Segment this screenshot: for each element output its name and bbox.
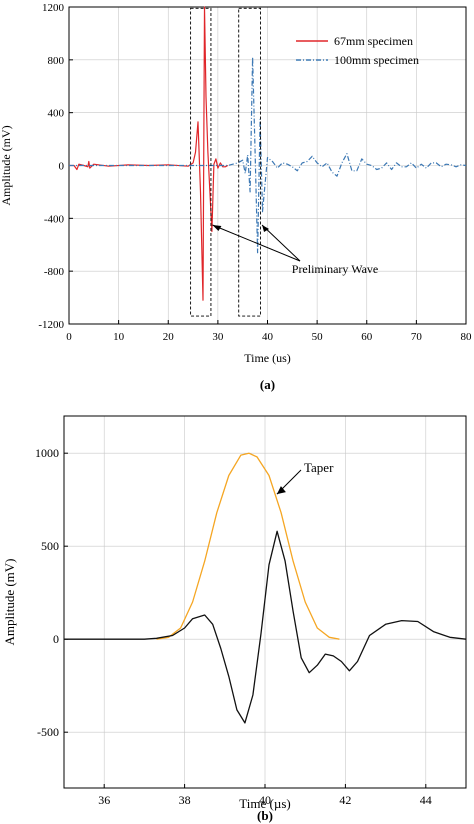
x-tick-label: 38 — [179, 793, 191, 807]
annotation-text: Taper — [304, 460, 334, 475]
y-tick-label: 0 — [59, 161, 65, 173]
x-tick-label: 42 — [339, 793, 351, 807]
highlight-box-67mm — [190, 7, 212, 317]
x-tick-label: 30 — [212, 331, 224, 343]
y-tick-label: -1200 — [38, 319, 64, 331]
series-line-100mm-specimen — [69, 56, 467, 254]
x-tick-label: 40 — [262, 331, 274, 343]
annotation-arrow — [261, 224, 301, 262]
y-tick-label: 1200 — [42, 2, 65, 14]
y-tick-label: 400 — [48, 108, 65, 120]
annotation-taper: Taper — [276, 460, 334, 495]
panel-b: 36 38 40 42 44 -500 0 500 1000 Time (µs) Amplitude… — [2, 415, 467, 823]
annotation-preliminary-wave: Preliminary Wave — [212, 224, 378, 276]
y-tick-label: 800 — [48, 55, 65, 67]
x-axis-title: Time (us) — [244, 351, 291, 365]
panel-label: (b) — [257, 808, 273, 823]
y-tick-label: -800 — [44, 266, 65, 278]
x-tick-label: 40 — [259, 793, 271, 807]
y-tick-label: -500 — [37, 725, 59, 739]
x-tick-label: 50 — [312, 331, 324, 343]
x-tick-label: 70 — [411, 331, 423, 343]
x-tick-label: 20 — [163, 331, 175, 343]
annotation-arrowhead — [262, 225, 270, 232]
y-axis-title: Amplitude (mV) — [0, 125, 13, 205]
panel-a: 0 10 20 30 40 50 60 70 80 -1200 -800 -400 0 400 800 120… — [0, 2, 472, 392]
x-tick-label: 10 — [113, 331, 125, 343]
y-tick-label: 1000 — [35, 446, 59, 460]
legend: 67mm specimen 100mm specimen — [296, 34, 419, 67]
legend-label-100mm: 100mm specimen — [334, 53, 419, 67]
series-line-67mm-specimen — [69, 6, 229, 301]
x-tick-label: 80 — [461, 331, 473, 343]
x-tick-label: 0 — [66, 331, 72, 343]
x-tick-label: 36 — [98, 793, 110, 807]
x-axis-title: Time (µs) — [239, 796, 290, 811]
annotation-arrow — [212, 224, 301, 262]
y-tick-label: -400 — [44, 213, 65, 225]
annotation-arrowhead — [212, 225, 222, 231]
annotation-text: Preliminary Wave — [292, 262, 378, 276]
series-line-signal — [64, 530, 467, 724]
highlight-box-100mm — [238, 7, 262, 317]
y-tick-label: 500 — [41, 539, 59, 553]
y-axis-title: Amplitude (mV) — [2, 558, 17, 645]
annotation-arrowhead — [276, 486, 286, 495]
y-tick-label: 0 — [53, 632, 59, 646]
legend-label-67mm: 67mm specimen — [334, 34, 413, 48]
x-tick-label: 44 — [420, 793, 432, 807]
panel-label: (a) — [260, 377, 275, 392]
x-tick-label: 60 — [361, 331, 373, 343]
series-line-taper — [156, 452, 340, 640]
